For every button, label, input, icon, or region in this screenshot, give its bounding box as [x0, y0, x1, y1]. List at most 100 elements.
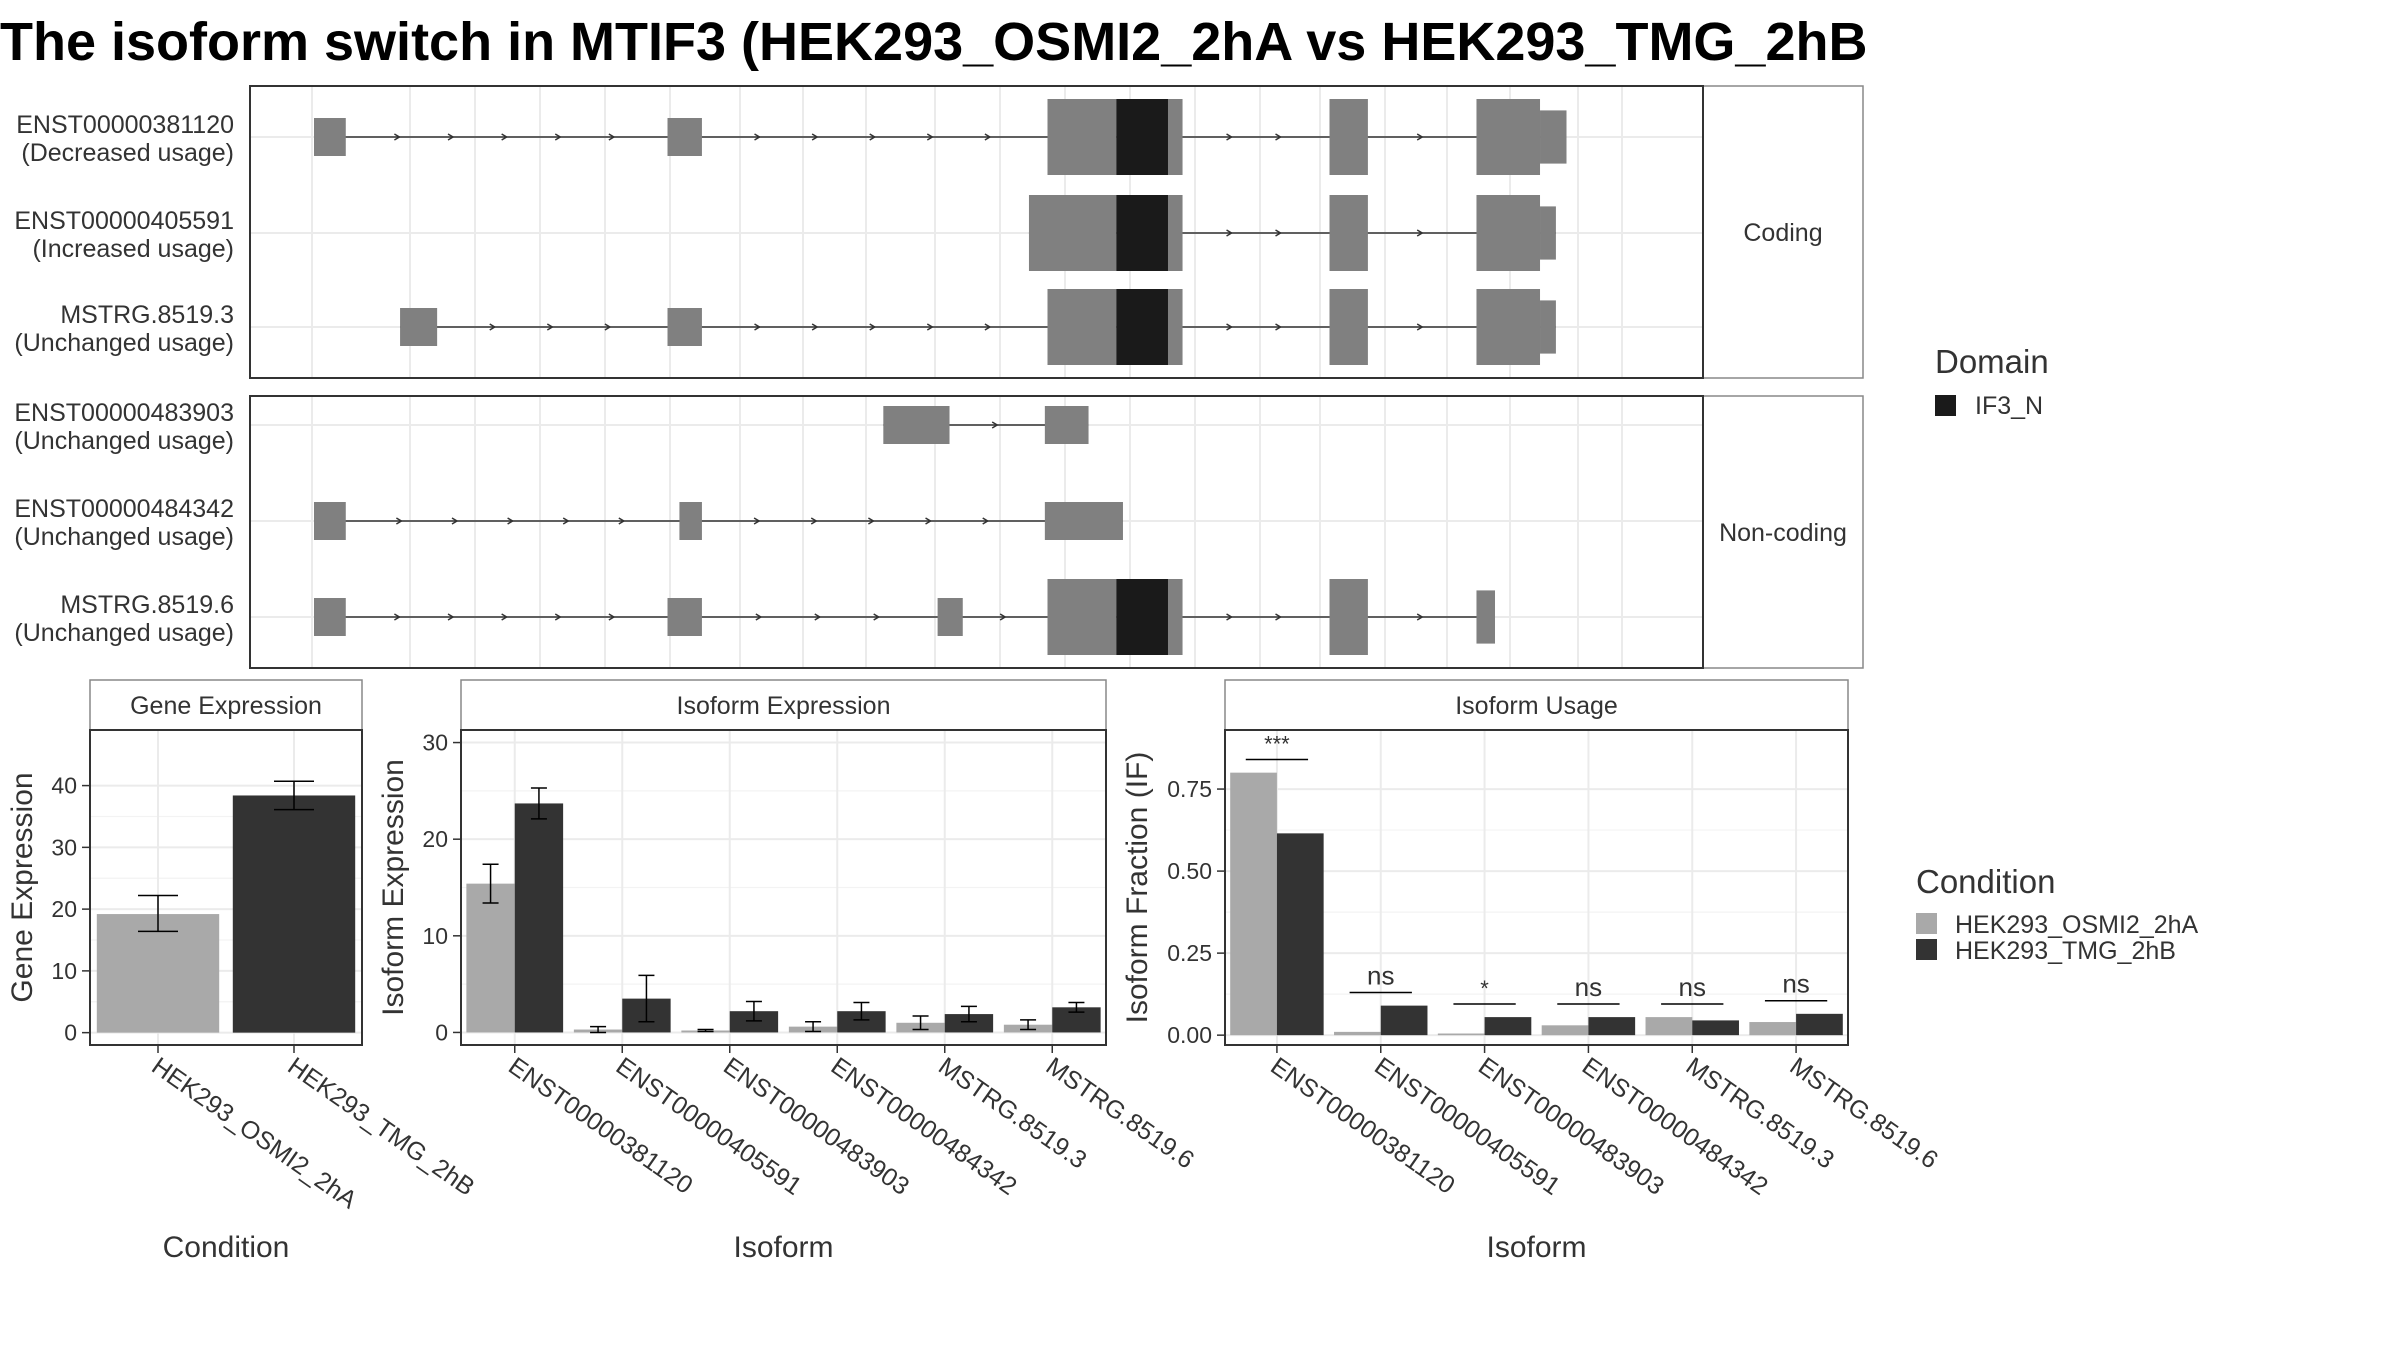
legend-item: HEK293_OSMI2_2hA [1955, 911, 2199, 939]
domain-region [1116, 195, 1168, 271]
exon [1167, 289, 1183, 365]
isoform-usage-label: (Decreased usage) [21, 139, 234, 167]
intron-arrow [1416, 613, 1424, 621]
intron-arrow [604, 323, 612, 331]
y-tick-label: 30 [422, 730, 448, 756]
isoform-usage-label: (Unchanged usage) [14, 619, 234, 647]
plot-panel [1224, 729, 1849, 1046]
isoform-name: ENST00000405591 [14, 207, 234, 235]
intron-arrow [447, 133, 455, 141]
gene-expression-chart: Gene Expression010203040HEK293_OSMI2_2hA… [6, 679, 480, 1264]
intron-arrow [395, 517, 403, 525]
intron-arrow [608, 133, 616, 141]
intron-arrow [554, 613, 562, 621]
bar [1230, 772, 1277, 1036]
significance-label: ns [1575, 972, 1602, 1002]
exon [1540, 110, 1567, 164]
y-tick-label: 0.75 [1167, 776, 1212, 802]
significance-label: * [1480, 976, 1489, 1001]
isoform-usage-label: (Increased usage) [32, 235, 234, 263]
intron-arrow [868, 517, 875, 525]
exon [667, 598, 702, 636]
x-tick-label: ENST00000405591 [611, 1052, 807, 1201]
intron-arrow [926, 323, 934, 331]
facet-label: Non-coding [1719, 519, 1847, 547]
intron-arrow [501, 613, 509, 621]
bar [1541, 1025, 1589, 1036]
exon [400, 308, 438, 346]
panel-strip-label: Gene Expression [130, 692, 322, 720]
y-tick-label: 30 [51, 834, 77, 860]
intron-arrow [754, 323, 761, 331]
x-axis-title: Isoform [1486, 1231, 1586, 1264]
intron-arrow [554, 133, 562, 141]
legend-swatch [1935, 395, 1956, 416]
legend-title: Domain [1935, 343, 2049, 380]
isoform-name: MSTRG.8519.6 [60, 591, 234, 619]
intron-arrow [869, 323, 877, 331]
intron-arrow [1275, 133, 1282, 141]
bar [1645, 1017, 1693, 1036]
exon [667, 308, 702, 346]
exon [314, 502, 346, 540]
exon [883, 406, 950, 444]
bar [1588, 1017, 1636, 1036]
intron-arrow [1226, 613, 1233, 621]
intron-arrow [811, 133, 819, 141]
x-axis-title: Isoform [733, 1231, 833, 1264]
isoform-name: ENST00000483903 [14, 399, 234, 427]
facet-label: Coding [1743, 219, 1822, 247]
bar [1276, 833, 1324, 1036]
intron-arrow [1226, 323, 1233, 331]
exon [1047, 289, 1117, 365]
intron-arrow [814, 613, 822, 621]
exon [1047, 99, 1117, 175]
isoform-name: ENST00000381120 [16, 111, 234, 139]
panel-strip [1224, 679, 1849, 731]
exon [1476, 99, 1541, 175]
intron-arrow [1416, 323, 1424, 331]
facet-strip [1702, 395, 1864, 669]
legend-title: Condition [1916, 863, 2055, 900]
structure-panel [249, 395, 1704, 669]
y-axis-title: Isoform Fraction (IF) [1121, 752, 1154, 1024]
significance-label: ns [1679, 972, 1706, 1002]
legend-item: IF3_N [1975, 392, 2043, 420]
intron-arrow [507, 517, 515, 525]
intron-arrow [926, 133, 934, 141]
bar [1796, 1013, 1843, 1036]
intron-arrow [873, 613, 881, 621]
intron-arrow [1226, 229, 1233, 237]
bar [944, 1014, 994, 1033]
isoform-usage-label: (Unchanged usage) [14, 523, 234, 551]
exon [1044, 406, 1089, 444]
facet-strip [1702, 85, 1864, 379]
exon [1540, 206, 1556, 260]
intron-arrow [754, 133, 761, 141]
exon [1329, 289, 1368, 365]
intron-arrow [1275, 613, 1282, 621]
exon [1167, 579, 1183, 655]
domain-region [1116, 289, 1168, 365]
intron-arrow [925, 517, 933, 525]
y-tick-label: 10 [422, 923, 448, 949]
intron-arrow [811, 323, 819, 331]
intron-arrow [982, 517, 990, 525]
panel-strip-label: Isoform Usage [1455, 692, 1618, 720]
x-tick-label: ENST00000405591 [1369, 1052, 1565, 1201]
y-tick-label: 40 [51, 773, 77, 799]
intron-arrow [755, 613, 763, 621]
intron-arrow [394, 613, 401, 621]
intron-arrow [984, 133, 992, 141]
x-tick-label: ENST00000484342 [826, 1052, 1022, 1201]
bar [1484, 1017, 1532, 1036]
x-tick-label: ENST00000381120 [503, 1052, 697, 1200]
isoform-usage-chart: Isoform Usage *** ns * ns ns ns 0.00 0.25 0.50 0.7… [1121, 679, 1943, 1264]
bar [232, 795, 356, 1033]
figure-title: The isoform switch in MTIF3 (HEK293_OSMI… [0, 12, 1867, 72]
intron-arrow [1416, 229, 1424, 237]
intron-arrow [1226, 133, 1233, 141]
y-axis-title: Isoform Expression [377, 759, 410, 1016]
exon [1329, 195, 1368, 271]
